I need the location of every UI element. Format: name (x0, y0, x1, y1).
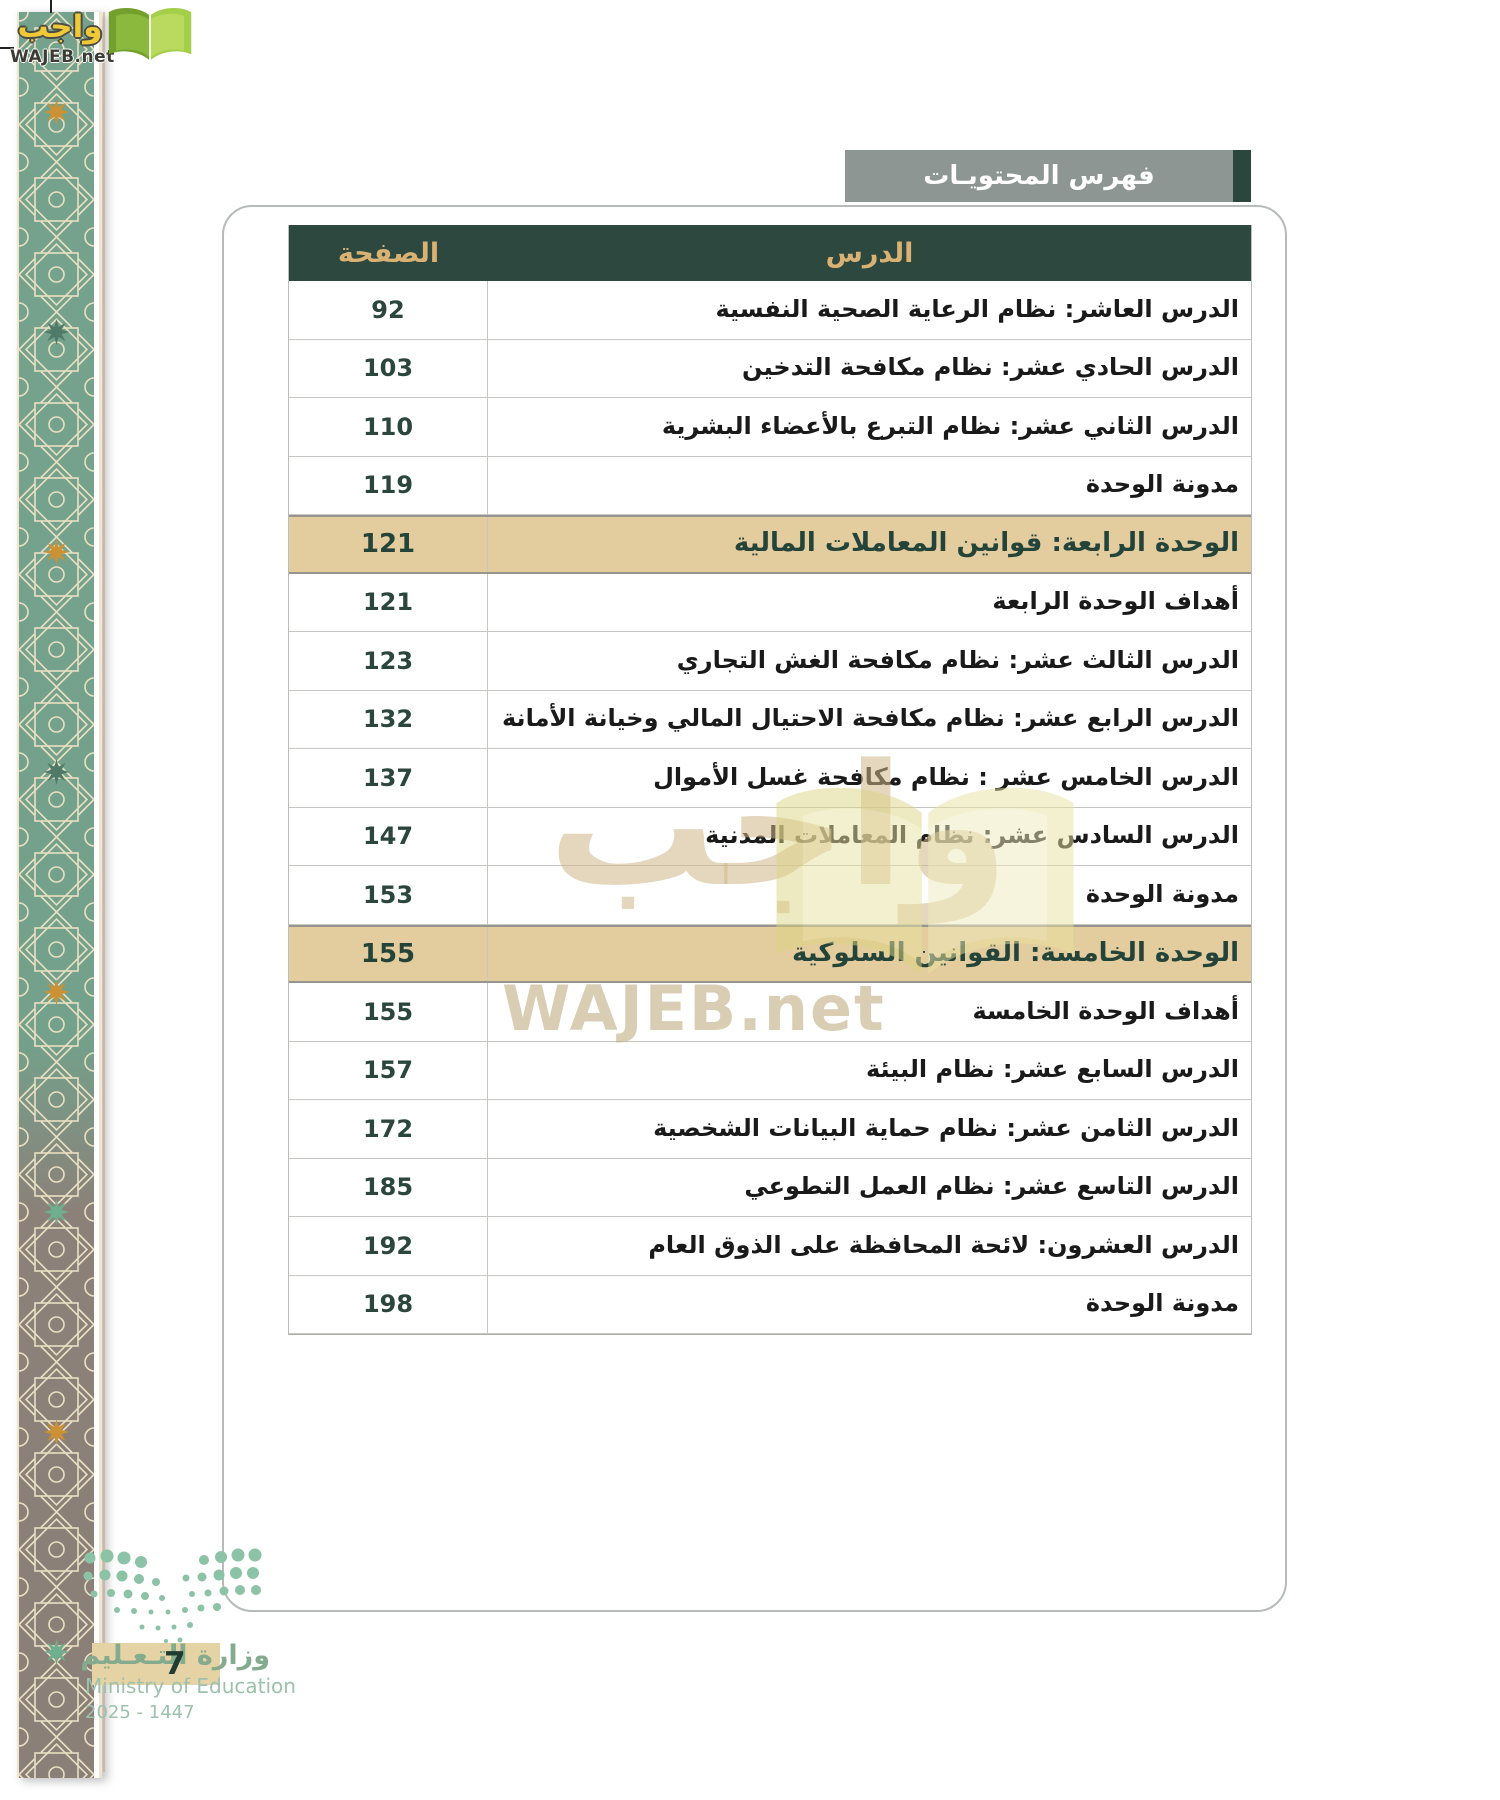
crop-mark-horizontal (0, 47, 14, 49)
lesson-title-cell: مدونة الوحدة (1085, 879, 1239, 908)
lesson-title-cell: الدرس الرابع عشر: نظام مكافحة الاحتيال ا… (502, 704, 1239, 733)
page-number-cell: 110 (289, 398, 488, 456)
lesson-title-cell: الدرس السادس عشر: نظام المعاملات المدنية (705, 821, 1239, 850)
toc-row: 185 الدرس التاسع عشر: نظام العمل التطوعي (289, 1158, 1251, 1217)
wajeb-logo: واجب WAJEB.net (10, 9, 115, 68)
toc-row: 172 الدرس الثامن عشر: نظام حماية البيانات… (289, 1100, 1251, 1159)
page-number-cell: 103 (289, 339, 488, 397)
lesson-title-cell: الدرس العشرون: لائحة المحافظة على الذوق … (648, 1230, 1239, 1259)
toc-row: 103 الدرس الحادي عشر: نظام مكافحة التدخين (289, 339, 1251, 398)
lesson-title-cell: الوحدة الخامسة: القوانين السلوكية (791, 937, 1239, 968)
toc-header-row: الصفحة الدرس (289, 225, 1251, 281)
book-logo-icon (104, 4, 196, 74)
toc-row: 137 الدرس الخامس عشر : نظام مكافحة غسل ال… (289, 749, 1251, 808)
lesson-title-cell: أهداف الوحدة الرابعة (992, 587, 1239, 616)
lesson-title-cell: الدرس الثاني عشر: نظام التبرع بالأعضاء ا… (661, 411, 1239, 440)
page-number-cell: 121 (289, 573, 488, 631)
page-number-cell: 157 (289, 1041, 488, 1099)
wajeb-logo-latin: WAJEB.net (10, 47, 115, 67)
toc-row: 121 أهداف الوحدة الرابعة (289, 573, 1251, 632)
page-number-cell: 155 (289, 983, 488, 1041)
ministry-dots-icon (82, 1548, 272, 1652)
toc-row: 157 الدرس السابع عشر: نظام البيئة (289, 1041, 1251, 1100)
page-number-cell: 123 (289, 632, 488, 690)
page-number-cell: 132 (289, 690, 488, 748)
title-bar-accent (1233, 150, 1251, 202)
page-number-cell: 92 (289, 281, 488, 339)
page-number-cell: 192 (289, 1217, 488, 1275)
page-column-header: الصفحة (337, 237, 440, 269)
lesson-title-cell: الدرس التاسع عشر: نظام العمل التطوعي (744, 1172, 1239, 1201)
toc-unit-row: 121 الوحدة الرابعة: قوانين المعاملات الما… (289, 515, 1251, 574)
page-number-badge (92, 1643, 220, 1685)
page-number-cell: 153 (289, 866, 488, 924)
wajeb-logo-arabic: واجب (17, 9, 103, 45)
toc-row: 147 الدرس السادس عشر: نظام المعاملات المد… (289, 807, 1251, 866)
page-number-cell: 185 (289, 1158, 488, 1216)
toc-row: 92 الدرس العاشر: نظام الرعاية الصحية النف… (289, 281, 1251, 340)
edition-years: 2025 - 1447 (85, 1702, 195, 1723)
lesson-title-cell: الدرس الحادي عشر: نظام مكافحة التدخين (742, 353, 1239, 382)
toc-row: 153 مدونة الوحدة (289, 866, 1251, 925)
toc-body: 92 الدرس العاشر: نظام الرعاية الصحية النف… (289, 281, 1251, 1334)
lesson-title-cell: مدونة الوحدة (1085, 470, 1239, 499)
pattern-strip (17, 12, 102, 1778)
lesson-column-header: الدرس (825, 237, 914, 269)
toc-row: 110 الدرس الثاني عشر: نظام التبرع بالأعضا… (289, 398, 1251, 457)
lesson-title-cell: الوحدة الرابعة: قوانين المعاملات المالية (733, 528, 1239, 559)
page-number-cell: 121 (289, 517, 488, 572)
toc-row: 198 مدونة الوحدة (289, 1275, 1251, 1334)
page-number: 7 (164, 1646, 186, 1682)
lesson-title-cell: الدرس العاشر: نظام الرعاية الصحية النفسي… (715, 294, 1240, 323)
lesson-title-cell: الدرس الثامن عشر: نظام حماية البيانات ال… (653, 1113, 1239, 1142)
page-number-cell: 119 (289, 456, 488, 514)
toc-row: 119 مدونة الوحدة (289, 456, 1251, 515)
contents-title: فهرس المحتويـات (923, 161, 1155, 191)
toc-table: الصفحة الدرس 92 الدرس العاشر: نظام الرعاي… (288, 225, 1252, 1335)
page-number-cell: 155 (289, 926, 488, 981)
ministry-name-english: Ministry of Education (85, 1674, 296, 1698)
page-number-cell: 137 (289, 749, 488, 807)
lesson-title-cell: الدرس الثالث عشر: نظام مكافحة الغش التجا… (676, 645, 1239, 674)
lesson-title-cell: الدرس السابع عشر: نظام البيئة (865, 1055, 1239, 1084)
lesson-title-cell: أهداف الوحدة الخامسة (972, 996, 1239, 1025)
ministry-name-arabic: وزارة التـعـليم (80, 1640, 270, 1671)
toc-row: 155 أهداف الوحدة الخامسة (289, 983, 1251, 1042)
page-number-cell: 198 (289, 1275, 488, 1333)
toc-row: 132 الدرس الرابع عشر: نظام مكافحة الاحتيا… (289, 690, 1251, 749)
lesson-title-cell: الدرس الخامس عشر : نظام مكافحة غسل الأمو… (653, 762, 1239, 791)
page-edge-line (103, 12, 105, 1772)
page-number-cell: 172 (289, 1100, 488, 1158)
toc-unit-row: 155 الوحدة الخامسة: القوانين السلوكية (289, 924, 1251, 983)
page-number-cell: 147 (289, 807, 488, 865)
contents-title-bar: فهرس المحتويـات (845, 150, 1233, 202)
lesson-title-cell: مدونة الوحدة (1085, 1289, 1239, 1318)
crop-mark-vertical (50, 0, 52, 13)
toc-row: 192 الدرس العشرون: لائحة المحافظة على الذ… (289, 1217, 1251, 1276)
toc-row: 123 الدرس الثالث عشر: نظام مكافحة الغش ال… (289, 632, 1251, 691)
